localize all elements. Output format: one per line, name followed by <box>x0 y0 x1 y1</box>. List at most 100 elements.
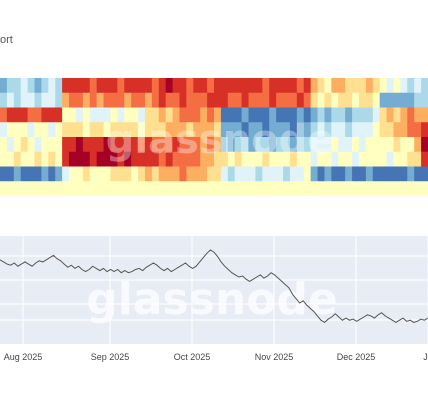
heatmap-cell <box>262 92 270 108</box>
heatmap-cell <box>248 137 257 153</box>
heatmap-cell <box>117 137 125 153</box>
heatmap-cell <box>241 92 250 108</box>
heatmap-cell <box>289 92 298 108</box>
heatmap-cell <box>207 92 215 108</box>
heatmap-cell <box>289 181 298 196</box>
heatmap-cell <box>124 122 132 138</box>
heatmap-cell <box>75 166 84 182</box>
heatmap-cell <box>303 92 312 108</box>
heatmap-cell <box>186 166 194 182</box>
heatmap-cell <box>41 181 49 196</box>
heatmap-cell <box>407 92 415 108</box>
heatmap-cell <box>345 151 353 167</box>
heatmap-cell <box>283 78 291 94</box>
heatmap-cell <box>352 107 360 123</box>
heatmap-cell <box>75 122 84 138</box>
heatmap-cell <box>303 78 312 94</box>
heatmap-cell <box>414 92 422 108</box>
heatmap-cell <box>283 181 291 196</box>
heatmap-cell <box>62 166 70 182</box>
heatmap-cell <box>48 78 56 94</box>
x-tick-label: Sep 2025 <box>91 352 130 362</box>
heatmap-cell <box>48 122 56 138</box>
heatmap-cell <box>358 78 367 94</box>
heatmap-cell <box>27 137 36 153</box>
heatmap-cell <box>303 107 312 123</box>
heatmap-cell <box>262 107 270 123</box>
heatmap-cell <box>248 122 257 138</box>
heatmap-cell <box>179 78 187 94</box>
heatmap-cell <box>6 151 15 167</box>
heatmap-cell <box>234 122 243 138</box>
heatmap-cell <box>227 137 236 153</box>
heatmap-cell <box>372 151 381 167</box>
heatmap-cell <box>13 151 22 167</box>
heatmap-cell <box>414 107 422 123</box>
heatmap-cell <box>372 137 381 153</box>
heatmap-cell <box>200 107 208 123</box>
heatmap-cell <box>234 78 243 94</box>
heatmap-cell <box>324 122 332 138</box>
x-tick-label: Nov 2025 <box>255 352 294 362</box>
heatmap-cell <box>34 122 43 138</box>
heatmap-cell <box>338 78 346 94</box>
heatmap-cell <box>214 166 222 182</box>
heatmap-cell <box>407 166 415 182</box>
heatmap-cell <box>262 181 270 196</box>
heatmap-cell <box>365 107 374 123</box>
heatmap-cell <box>400 92 408 108</box>
heatmap-cell <box>13 166 22 182</box>
heatmap-cell <box>289 107 298 123</box>
heatmap-cell <box>400 166 408 182</box>
heatmap-cell <box>0 92 8 108</box>
heatmap-cell <box>151 151 160 167</box>
heatmap-cell <box>365 181 374 196</box>
heatmap-cell <box>372 107 381 123</box>
heatmap-cell <box>41 78 49 94</box>
heatmap-cell <box>338 151 346 167</box>
heatmap-cell <box>372 181 381 196</box>
heatmap-cell <box>75 181 84 196</box>
heatmap-cell <box>165 166 174 182</box>
heatmap-cell <box>241 122 250 138</box>
heatmap-cell <box>0 107 8 123</box>
heatmap-chart: glassnode <box>0 78 428 196</box>
heatmap-cell <box>207 151 215 167</box>
heatmap-cell <box>248 107 257 123</box>
heatmap-cell <box>393 92 401 108</box>
heatmap-cell <box>414 166 422 182</box>
heatmap-cell <box>34 78 43 94</box>
heatmap-cell <box>220 181 229 196</box>
heatmap-cell <box>234 181 243 196</box>
heatmap-cell <box>89 137 98 153</box>
heatmap-cell <box>386 92 395 108</box>
heatmap-cell <box>110 78 118 94</box>
heatmap-cell <box>172 137 181 153</box>
heatmap-cell <box>255 92 263 108</box>
heatmap-cell <box>414 151 422 167</box>
heatmap-cell <box>220 137 229 153</box>
heatmap-cell <box>172 151 181 167</box>
heatmap-cell <box>393 107 401 123</box>
heatmap-cell <box>214 137 222 153</box>
heatmap-cell <box>103 151 112 167</box>
heatmap-cell <box>82 181 91 196</box>
heatmap-cell <box>103 92 112 108</box>
heatmap-cell <box>255 181 263 196</box>
heatmap-cell <box>193 137 201 153</box>
heatmap-cell <box>138 107 146 123</box>
heatmap-cell <box>317 166 326 182</box>
heatmap-cell <box>117 151 125 167</box>
heatmap-cell <box>131 107 139 123</box>
heatmap-cell <box>110 181 118 196</box>
heatmap-cell <box>303 181 312 196</box>
heatmap-cell <box>75 78 84 94</box>
heatmap-cell <box>269 122 277 138</box>
heatmap-cell <box>262 122 270 138</box>
heatmap-cell <box>48 137 56 153</box>
heatmap-cell <box>241 166 250 182</box>
heatmap-cell <box>172 181 181 196</box>
heatmap-cell <box>296 107 305 123</box>
heatmap-cell <box>165 122 174 138</box>
heatmap-cell <box>200 166 208 182</box>
